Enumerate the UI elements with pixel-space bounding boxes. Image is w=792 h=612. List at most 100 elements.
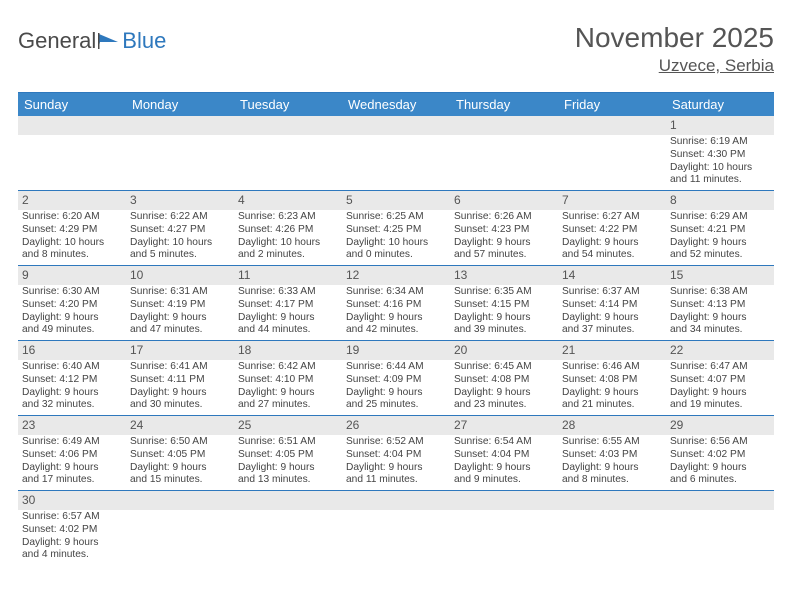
sunset-text: Sunset: 4:22 PM [562,224,662,237]
sunset-text: Sunset: 4:09 PM [346,374,446,387]
daylight-text: and 5 minutes. [130,249,230,262]
daylight-text: Daylight: 10 hours [238,237,338,250]
daylight-text: and 34 minutes. [670,324,770,337]
calendar: SundayMondayTuesdayWednesdayThursdayFrid… [18,92,774,565]
daylight-text: and 25 minutes. [346,399,446,412]
day-cell: Sunrise: 6:33 AMSunset: 4:17 PMDaylight:… [234,285,342,340]
daylight-text: Daylight: 9 hours [562,462,662,475]
sunset-text: Sunset: 4:08 PM [562,374,662,387]
daylight-text: and 27 minutes. [238,399,338,412]
sunrise-text: Sunrise: 6:47 AM [670,361,770,374]
day-cell: Sunrise: 6:56 AMSunset: 4:02 PMDaylight:… [666,435,774,490]
day-cell [558,135,666,190]
daylight-text: and 54 minutes. [562,249,662,262]
daylight-text: Daylight: 10 hours [130,237,230,250]
day-number: 24 [126,416,234,435]
sunrise-text: Sunrise: 6:50 AM [130,436,230,449]
daylight-text: Daylight: 9 hours [670,387,770,400]
day-header: Sunday [18,93,126,116]
day-number: 25 [234,416,342,435]
sunrise-text: Sunrise: 6:40 AM [22,361,122,374]
daylight-text: Daylight: 9 hours [670,312,770,325]
day-cell: Sunrise: 6:29 AMSunset: 4:21 PMDaylight:… [666,210,774,265]
daylight-text: and 21 minutes. [562,399,662,412]
sunrise-text: Sunrise: 6:41 AM [130,361,230,374]
day-number: 15 [666,266,774,285]
day-cell: Sunrise: 6:38 AMSunset: 4:13 PMDaylight:… [666,285,774,340]
day-number: 6 [450,191,558,210]
daylight-text: and 13 minutes. [238,474,338,487]
logo-text-2: Blue [122,28,166,54]
sunset-text: Sunset: 4:27 PM [130,224,230,237]
day-number [234,491,342,510]
day-cell [450,510,558,565]
day-cell [342,510,450,565]
day-cell: Sunrise: 6:44 AMSunset: 4:09 PMDaylight:… [342,360,450,415]
title-block: November 2025 Uzvece, Serbia [575,22,774,76]
day-cell: Sunrise: 6:49 AMSunset: 4:06 PMDaylight:… [18,435,126,490]
daylight-text: Daylight: 9 hours [22,462,122,475]
day-cell [450,135,558,190]
daylight-text: and 8 minutes. [22,249,122,262]
day-cell: Sunrise: 6:47 AMSunset: 4:07 PMDaylight:… [666,360,774,415]
day-number: 12 [342,266,450,285]
day-number [558,491,666,510]
day-number: 18 [234,341,342,360]
day-cell [126,510,234,565]
day-cell: Sunrise: 6:45 AMSunset: 4:08 PMDaylight:… [450,360,558,415]
daylight-text: Daylight: 9 hours [454,462,554,475]
day-number: 11 [234,266,342,285]
day-number: 2 [18,191,126,210]
day-number: 10 [126,266,234,285]
sunset-text: Sunset: 4:02 PM [670,449,770,462]
day-cell [18,135,126,190]
sunset-text: Sunset: 4:19 PM [130,299,230,312]
day-number: 4 [234,191,342,210]
sunset-text: Sunset: 4:12 PM [22,374,122,387]
daylight-text: Daylight: 10 hours [22,237,122,250]
day-number: 29 [666,416,774,435]
weeks-container: 1Sunrise: 6:19 AMSunset: 4:30 PMDaylight… [18,116,774,565]
sunrise-text: Sunrise: 6:46 AM [562,361,662,374]
day-number [450,491,558,510]
day-number: 26 [342,416,450,435]
sunset-text: Sunset: 4:04 PM [454,449,554,462]
day-cell: Sunrise: 6:31 AMSunset: 4:19 PMDaylight:… [126,285,234,340]
day-number [342,491,450,510]
header: General Blue November 2025 Uzvece, Serbi… [18,22,774,76]
daylight-text: Daylight: 9 hours [670,237,770,250]
daylight-text: Daylight: 9 hours [238,387,338,400]
day-number: 19 [342,341,450,360]
day-number: 1 [666,116,774,135]
daylight-text: Daylight: 9 hours [562,237,662,250]
day-header: Monday [126,93,234,116]
day-cell: Sunrise: 6:54 AMSunset: 4:04 PMDaylight:… [450,435,558,490]
day-header: Saturday [666,93,774,116]
daylight-text: and 47 minutes. [130,324,230,337]
day-number: 22 [666,341,774,360]
daylight-text: Daylight: 9 hours [346,387,446,400]
sunrise-text: Sunrise: 6:52 AM [346,436,446,449]
day-cell: Sunrise: 6:30 AMSunset: 4:20 PMDaylight:… [18,285,126,340]
daylight-text: and 49 minutes. [22,324,122,337]
daylight-text: and 11 minutes. [670,174,770,187]
daylight-text: and 30 minutes. [130,399,230,412]
sunrise-text: Sunrise: 6:56 AM [670,436,770,449]
day-number: 27 [450,416,558,435]
sunset-text: Sunset: 4:08 PM [454,374,554,387]
day-number [18,116,126,135]
day-cell: Sunrise: 6:23 AMSunset: 4:26 PMDaylight:… [234,210,342,265]
sunrise-text: Sunrise: 6:37 AM [562,286,662,299]
daylight-text: and 6 minutes. [670,474,770,487]
daylight-text: and 11 minutes. [346,474,446,487]
daylight-text: and 8 minutes. [562,474,662,487]
daylight-text: Daylight: 9 hours [346,312,446,325]
daylight-text: Daylight: 9 hours [670,462,770,475]
daylight-text: and 0 minutes. [346,249,446,262]
day-number: 14 [558,266,666,285]
daylight-text: Daylight: 9 hours [238,312,338,325]
sunrise-text: Sunrise: 6:27 AM [562,211,662,224]
day-cell: Sunrise: 6:20 AMSunset: 4:29 PMDaylight:… [18,210,126,265]
daylight-text: and 39 minutes. [454,324,554,337]
daylight-text: Daylight: 9 hours [130,462,230,475]
